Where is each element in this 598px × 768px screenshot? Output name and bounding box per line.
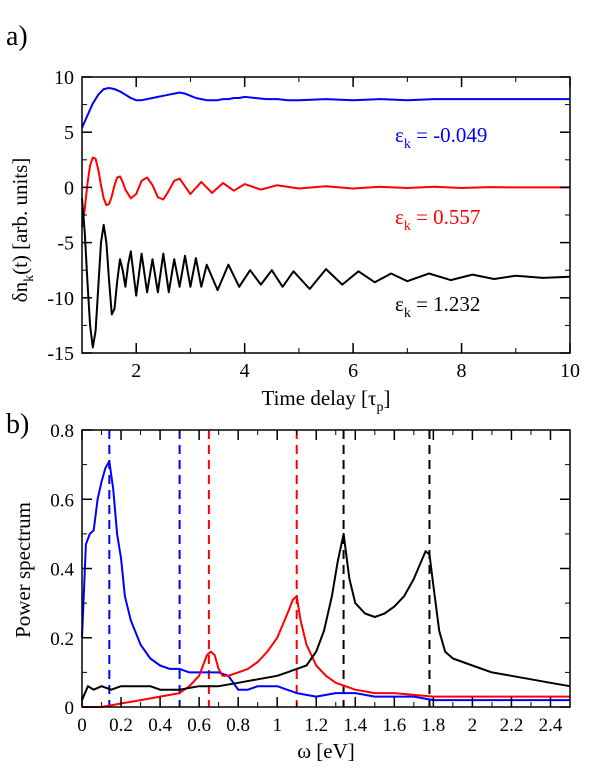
x-tick-label: 4 <box>240 360 250 382</box>
annotation-eps-red: εk = 0.557 <box>395 205 480 234</box>
plot-frame <box>81 76 571 354</box>
y-tick-label: 5 <box>64 122 74 144</box>
plot-frame <box>81 429 571 708</box>
x-tick-label: 1.8 <box>421 715 445 736</box>
series-line-0 <box>81 460 570 702</box>
y-tick-label: -15 <box>47 343 74 365</box>
y-tick-label: 0.8 <box>50 421 74 442</box>
panel-b-label: b) <box>6 409 29 440</box>
plot-a: 2 4 6 8 10 -15 -10 -5 0 5 10 <box>47 67 580 382</box>
plot-a-xlabel: Time delay [τp] <box>262 386 391 415</box>
x-tick-label: 2 <box>131 360 141 382</box>
series-line-1 <box>81 156 570 228</box>
y-tick-label: -5 <box>57 233 74 255</box>
y-tick-label: 0.2 <box>50 629 74 650</box>
x-tick-label: 1 <box>272 715 282 736</box>
plot-b-ylabel: Power spectrum <box>11 502 35 638</box>
y-tick-label: 0.4 <box>50 560 74 581</box>
plot-a-ylabel: δnk(t) [arb. units] <box>8 158 37 303</box>
panel-a-label: a) <box>6 21 28 52</box>
x-tick-label: 0.6 <box>187 715 211 736</box>
y-tick-label: 0 <box>64 177 74 199</box>
x-tick-label: 8 <box>457 360 467 382</box>
x-tick-label: 1.4 <box>343 715 367 736</box>
series-line-2 <box>81 198 571 349</box>
annotation-eps-black: εk = 1.232 <box>395 292 480 321</box>
y-tick-label: 10 <box>54 67 74 89</box>
x-tick-label: 2 <box>468 715 478 736</box>
x-tick-label: 2.4 <box>539 715 563 736</box>
series-line-1 <box>82 595 570 708</box>
series-line-0 <box>81 87 570 129</box>
x-tick-label: 0.4 <box>148 715 172 736</box>
annotation-eps-blue: εk = -0.049 <box>395 123 487 152</box>
x-tick-label: 0.2 <box>109 715 133 736</box>
x-tick-label: 1.6 <box>382 715 406 736</box>
y-tick-label: 0.6 <box>50 490 74 511</box>
x-tick-label: 6 <box>348 360 358 382</box>
series-line-2 <box>81 532 571 701</box>
x-tick-label: 0 <box>77 715 87 736</box>
x-tick-label: 10 <box>560 360 580 382</box>
x-tick-label: 2.2 <box>500 715 524 736</box>
x-tick-label: 0.8 <box>226 715 250 736</box>
x-tick-label: 1.2 <box>304 715 328 736</box>
y-tick-label: 0 <box>65 698 75 719</box>
plot-b: 0 0.2 0.4 0.6 0.8 1 1.2 1.4 1.6 1.8 2 2.2 2.4 0 0.2 0.4… <box>50 421 571 736</box>
plot-b-xlabel: ω [eV] <box>297 739 355 763</box>
y-tick-label: -10 <box>47 288 74 310</box>
